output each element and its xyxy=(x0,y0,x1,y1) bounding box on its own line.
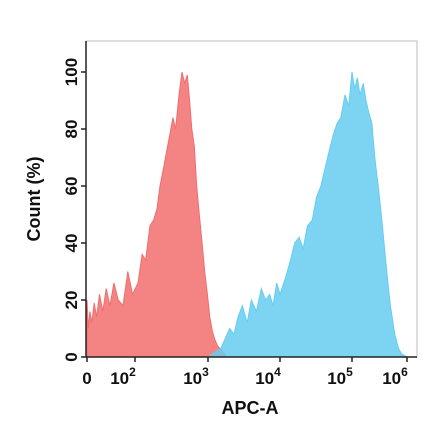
y-tick-label: 20 xyxy=(62,291,81,310)
y-tick-labels: 0 20 40 60 80 100 xyxy=(62,58,86,362)
y-tick-label: 100 xyxy=(62,58,81,86)
x-tick-label: 104 xyxy=(255,365,281,388)
y-tick-label: 60 xyxy=(62,177,81,196)
y-tick-label: 0 xyxy=(62,352,81,361)
series-layer xyxy=(86,71,408,358)
y-tick-label: 80 xyxy=(62,120,81,139)
y-tick-label: 40 xyxy=(62,234,81,253)
x-tick-label: 103 xyxy=(183,365,209,388)
x-tick-label: 102 xyxy=(110,365,136,388)
y-axis-title: Count (%) xyxy=(24,157,44,242)
x-tick-label: 0 xyxy=(82,369,91,388)
histogram-series-1 xyxy=(86,71,230,358)
histogram-series-2 xyxy=(206,71,408,358)
x-tick-label: 105 xyxy=(327,365,353,388)
x-tick-labels: 0 102 103 104 105 106 xyxy=(82,357,408,388)
x-tick-label: 106 xyxy=(382,365,408,388)
x-axis-title: APC-A xyxy=(222,398,279,418)
